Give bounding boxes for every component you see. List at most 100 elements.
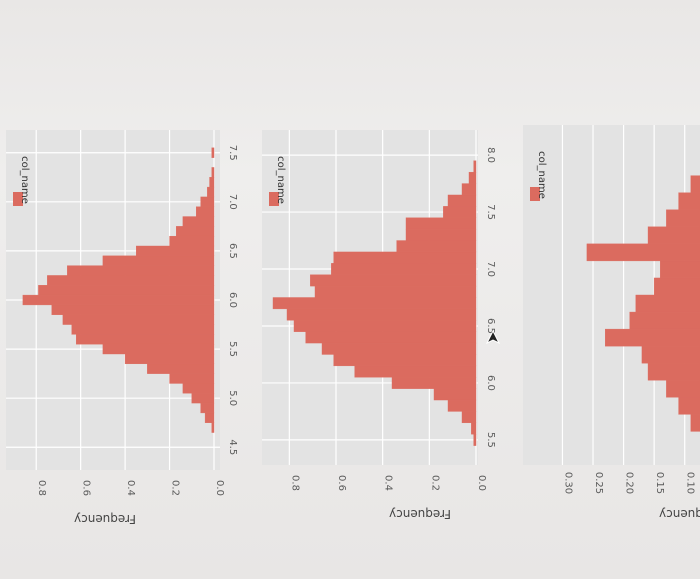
x-tick-label: 5.5 xyxy=(227,341,238,357)
histogram-bar xyxy=(641,345,700,364)
histogram-bar xyxy=(182,383,215,394)
histogram-bar xyxy=(211,167,215,178)
histogram-bar xyxy=(211,147,215,158)
histogram-bar xyxy=(314,285,477,298)
histogram-bar xyxy=(396,240,477,253)
histogram-bar xyxy=(690,175,700,193)
histogram-bar xyxy=(305,331,477,344)
x-tick-label: 6.0 xyxy=(485,375,496,391)
histogram-bar xyxy=(354,365,477,378)
histogram-bar xyxy=(102,255,215,266)
histogram-bar xyxy=(678,397,700,415)
histogram-bar xyxy=(176,226,215,237)
histogram-bar xyxy=(405,228,477,241)
x-tick-label: 7.5 xyxy=(227,145,238,161)
histogram-bar xyxy=(331,263,477,275)
x-tick-label: 5.5 xyxy=(485,432,496,448)
histogram-bar xyxy=(286,308,477,321)
legend: col_name xyxy=(530,151,547,201)
histogram-bar xyxy=(102,343,215,355)
x-tick-label: 6.5 xyxy=(227,243,238,259)
y-tick-label: 0.8 xyxy=(289,475,300,491)
histogram-bar xyxy=(647,226,700,245)
x-tick-label: 5.0 xyxy=(227,390,238,406)
histogram-bar xyxy=(447,399,477,412)
histogram-panel-3: col_name 0.10 0.15 0.20 0.25 0.30 Frequency xyxy=(523,125,700,521)
histogram-bar xyxy=(321,342,477,355)
histogram-bar xyxy=(333,251,477,264)
y-tick-label: 0.4 xyxy=(125,480,136,496)
histogram-bar xyxy=(211,422,215,433)
histogram-bar xyxy=(461,183,477,196)
histogram-bar xyxy=(473,160,477,173)
histogram-bar xyxy=(169,235,215,247)
histogram-bar xyxy=(333,354,477,367)
x-tick-label: 7.5 xyxy=(485,204,496,220)
histogram-bar xyxy=(405,217,477,230)
histogram-bar xyxy=(447,194,477,207)
y-tick-label: 0.10 xyxy=(685,472,696,494)
histogram-bar xyxy=(660,260,700,279)
histogram-bar xyxy=(666,209,700,227)
legend: col_name xyxy=(13,156,30,206)
histogram-bar xyxy=(200,402,215,414)
y-tick-label: 0.4 xyxy=(383,475,394,491)
x-tick-label: 7.0 xyxy=(227,194,238,210)
histogram-bar xyxy=(124,353,215,365)
histogram-bar xyxy=(209,177,215,188)
histogram-bar xyxy=(47,275,215,286)
histogram-bar xyxy=(147,363,215,374)
y-tick-label: 0.6 xyxy=(336,475,347,491)
legend-swatch xyxy=(269,192,279,206)
histogram-bar xyxy=(67,265,215,276)
histogram-bar xyxy=(629,311,700,330)
y-axis-label: Frequency xyxy=(659,507,700,521)
histogram-bar xyxy=(76,334,215,345)
x-tick-label: 6.0 xyxy=(227,292,238,308)
histogram-bar xyxy=(635,294,700,313)
y-tick-label: 0.2 xyxy=(170,480,181,496)
histogram-panel-1: col_name 4.5 5.0 5.5 6.0 6.5 7.0 7.5 0.0 0.2 0.4 0.… xyxy=(6,130,238,526)
histogram-bar xyxy=(22,294,215,306)
x-tick-label: 6.5 xyxy=(485,318,496,334)
histogram-bar xyxy=(38,285,215,296)
histogram-bar xyxy=(471,422,477,435)
histogram-bar xyxy=(310,274,477,287)
legend-label: col_name xyxy=(19,156,30,204)
histogram-bar xyxy=(293,320,477,332)
histogram-bar xyxy=(200,196,215,207)
y-tick-label: 0.8 xyxy=(36,480,47,496)
histogram-bar xyxy=(666,380,700,398)
y-tick-label: 0.2 xyxy=(429,475,440,491)
histogram-bar xyxy=(443,206,477,218)
histogram-bar xyxy=(62,314,215,325)
x-tick-label: 8.0 xyxy=(485,147,496,163)
y-axis-label: Frequency xyxy=(389,507,451,521)
histogram-bar xyxy=(191,393,215,404)
histogram-bar xyxy=(461,411,477,424)
y-tick-label: 0.15 xyxy=(654,472,665,494)
histogram-bar xyxy=(51,304,215,315)
histogram-bar xyxy=(207,186,215,198)
histogram-panel-2: col_name 5.5 6.0 6.5 7.0 7.5 8.0 0.0 0.2 0.4 0.6 0.… xyxy=(262,130,496,521)
histogram-bar xyxy=(391,377,477,389)
histogram-bar xyxy=(433,388,477,401)
legend-label: col_name xyxy=(275,156,286,204)
legend: col_name xyxy=(269,156,286,206)
histogram-bar xyxy=(136,245,215,257)
x-tick-label: 7.0 xyxy=(485,261,496,277)
histogram-bar xyxy=(169,373,215,384)
histogram-bar xyxy=(204,412,215,423)
y-tick-label: 0.0 xyxy=(476,475,487,491)
legend-swatch xyxy=(530,187,540,201)
y-tick-label: 0.20 xyxy=(624,472,635,494)
mouse-cursor-icon xyxy=(485,330,501,345)
y-tick-label: 0.0 xyxy=(214,480,225,496)
histogram-bar xyxy=(182,216,215,227)
histogram-bar xyxy=(690,414,700,432)
histogram-bar xyxy=(71,324,215,335)
y-tick-label: 0.25 xyxy=(593,472,604,494)
histogram-bar xyxy=(678,192,700,210)
